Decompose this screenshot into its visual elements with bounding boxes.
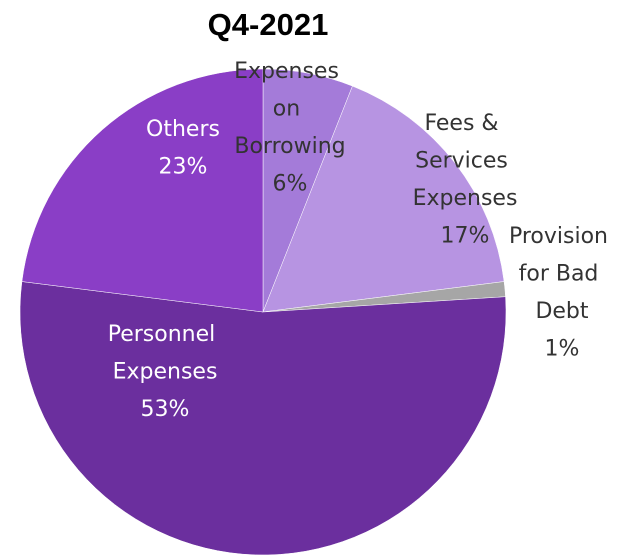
value-label: 17%: [441, 224, 490, 249]
pie-slice: [21, 68, 264, 313]
pie-slice: [19, 281, 507, 556]
value-label: 1%: [545, 337, 580, 362]
value-label: 53%: [141, 397, 190, 422]
slice-label-line: for Bad: [519, 262, 606, 287]
chart-title: Q4-2021: [208, 7, 329, 42]
slice-label-line: Services: [415, 149, 515, 174]
slice-label-line: Expenses: [234, 59, 346, 84]
slice-label: Personnel Expenses: [108, 322, 223, 385]
slice-label-line: Others: [146, 117, 220, 142]
slice-label-line: Fees &: [424, 111, 505, 136]
slice-label-line: on: [273, 97, 307, 122]
slice-label: Expenses on Borrowing: [234, 59, 346, 159]
pie-slice: [262, 85, 505, 313]
slice-label-line: Provision: [509, 224, 615, 249]
value-label: 6%: [273, 172, 308, 197]
slice-label-line: Debt: [535, 299, 588, 324]
slice-label: Others: [146, 117, 220, 142]
slice-label: Fees & Services Expenses: [413, 111, 518, 211]
slice-label: Provision for Bad Debt: [509, 224, 615, 324]
slice-label-line: Expenses: [113, 360, 218, 385]
value-label: 23%: [159, 155, 208, 180]
slice-label-line: Borrowing: [234, 134, 345, 159]
slice-label-line: Personnel: [108, 322, 223, 347]
slice-label-line: Expenses: [413, 186, 518, 211]
